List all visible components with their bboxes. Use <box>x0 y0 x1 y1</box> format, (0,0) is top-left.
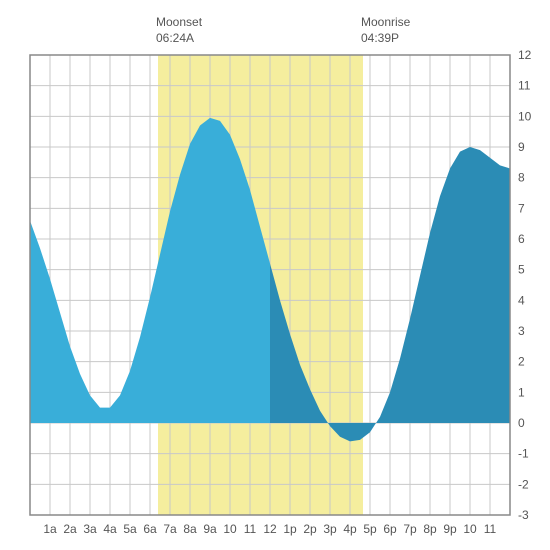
y-tick-label: -2 <box>518 477 529 491</box>
x-tick-label: 1p <box>283 522 297 536</box>
x-tick-label: 2a <box>63 522 77 536</box>
y-tick-label: 9 <box>518 140 525 154</box>
x-tick-label: 6p <box>383 522 397 536</box>
x-tick-label: 5p <box>363 522 377 536</box>
moonrise-annotation: Moonrise 04:39P <box>361 15 410 46</box>
y-tick-label: 6 <box>518 232 525 246</box>
x-tick-label: 11 <box>484 522 497 536</box>
x-tick-label: 10 <box>223 522 237 536</box>
moonset-time: 06:24A <box>156 31 202 47</box>
x-tick-label: 8p <box>423 522 437 536</box>
y-tick-label: 7 <box>518 201 525 215</box>
x-tick-label: 9a <box>203 522 217 536</box>
y-tick-label: 10 <box>518 109 532 123</box>
x-tick-label: 3p <box>323 522 337 536</box>
moonset-label: Moonset <box>156 15 202 31</box>
y-tick-label: 4 <box>518 293 525 307</box>
x-tick-label: 7a <box>163 522 177 536</box>
x-tick-label: 2p <box>303 522 317 536</box>
x-tick-label: 6a <box>143 522 157 536</box>
x-tick-label: 5a <box>123 522 137 536</box>
x-tick-label: 3a <box>83 522 97 536</box>
moonrise-time: 04:39P <box>361 31 410 47</box>
y-tick-label: 12 <box>518 48 532 62</box>
x-tick-label: 4p <box>343 522 357 536</box>
y-tick-label: 0 <box>518 416 525 430</box>
y-tick-label: -1 <box>518 447 529 461</box>
y-tick-label: 11 <box>518 79 531 93</box>
moonset-annotation: Moonset 06:24A <box>156 15 202 46</box>
x-tick-label: 12 <box>263 522 277 536</box>
x-tick-label: 9p <box>443 522 457 536</box>
x-tick-label: 11 <box>244 522 257 536</box>
chart-svg: 1a2a3a4a5a6a7a8a9a1011121p2p3p4p5p6p7p8p… <box>0 0 550 550</box>
y-tick-label: -3 <box>518 508 529 522</box>
y-tick-label: 5 <box>518 263 525 277</box>
y-tick-label: 8 <box>518 171 525 185</box>
x-tick-label: 8a <box>183 522 197 536</box>
x-tick-label: 10 <box>463 522 477 536</box>
tide-chart: 1a2a3a4a5a6a7a8a9a1011121p2p3p4p5p6p7p8p… <box>0 0 550 550</box>
x-tick-label: 7p <box>403 522 417 536</box>
x-tick-label: 4a <box>103 522 117 536</box>
y-tick-label: 1 <box>518 385 525 399</box>
y-tick-label: 3 <box>518 324 525 338</box>
x-tick-label: 1a <box>43 522 57 536</box>
moonrise-label: Moonrise <box>361 15 410 31</box>
y-tick-label: 2 <box>518 355 525 369</box>
